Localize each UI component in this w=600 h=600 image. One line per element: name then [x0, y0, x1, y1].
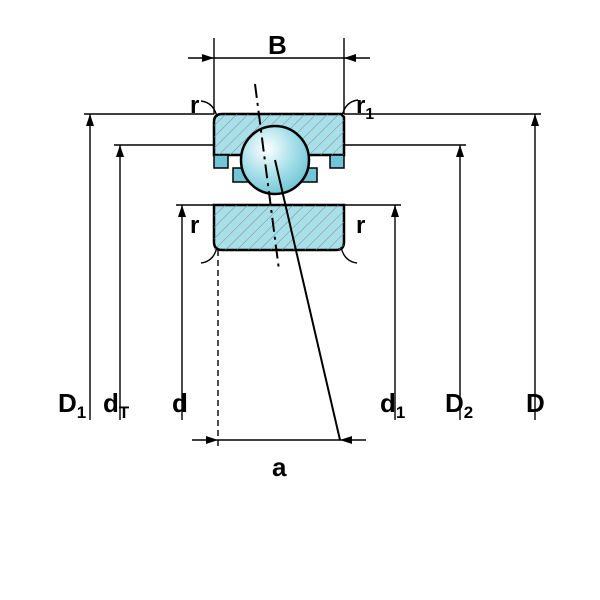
label-dT: dT	[103, 388, 129, 423]
label-a: a	[272, 452, 286, 483]
bearing-diagram: Br r1 r r D1 dT d d1 D2 Da	[0, 0, 600, 600]
label-d1: d1	[380, 388, 405, 423]
label-r_br: r	[356, 212, 365, 240]
label-r_bl: r	[190, 212, 199, 240]
label-D2: D2	[445, 388, 473, 423]
label-B: B	[268, 30, 287, 61]
label-D1: D1	[58, 388, 86, 423]
label-r_tl: r	[190, 92, 199, 120]
label-d: d	[172, 388, 188, 419]
diagram-svg	[0, 0, 600, 600]
label-D: D	[526, 388, 545, 419]
label-r1: r1	[356, 92, 374, 124]
